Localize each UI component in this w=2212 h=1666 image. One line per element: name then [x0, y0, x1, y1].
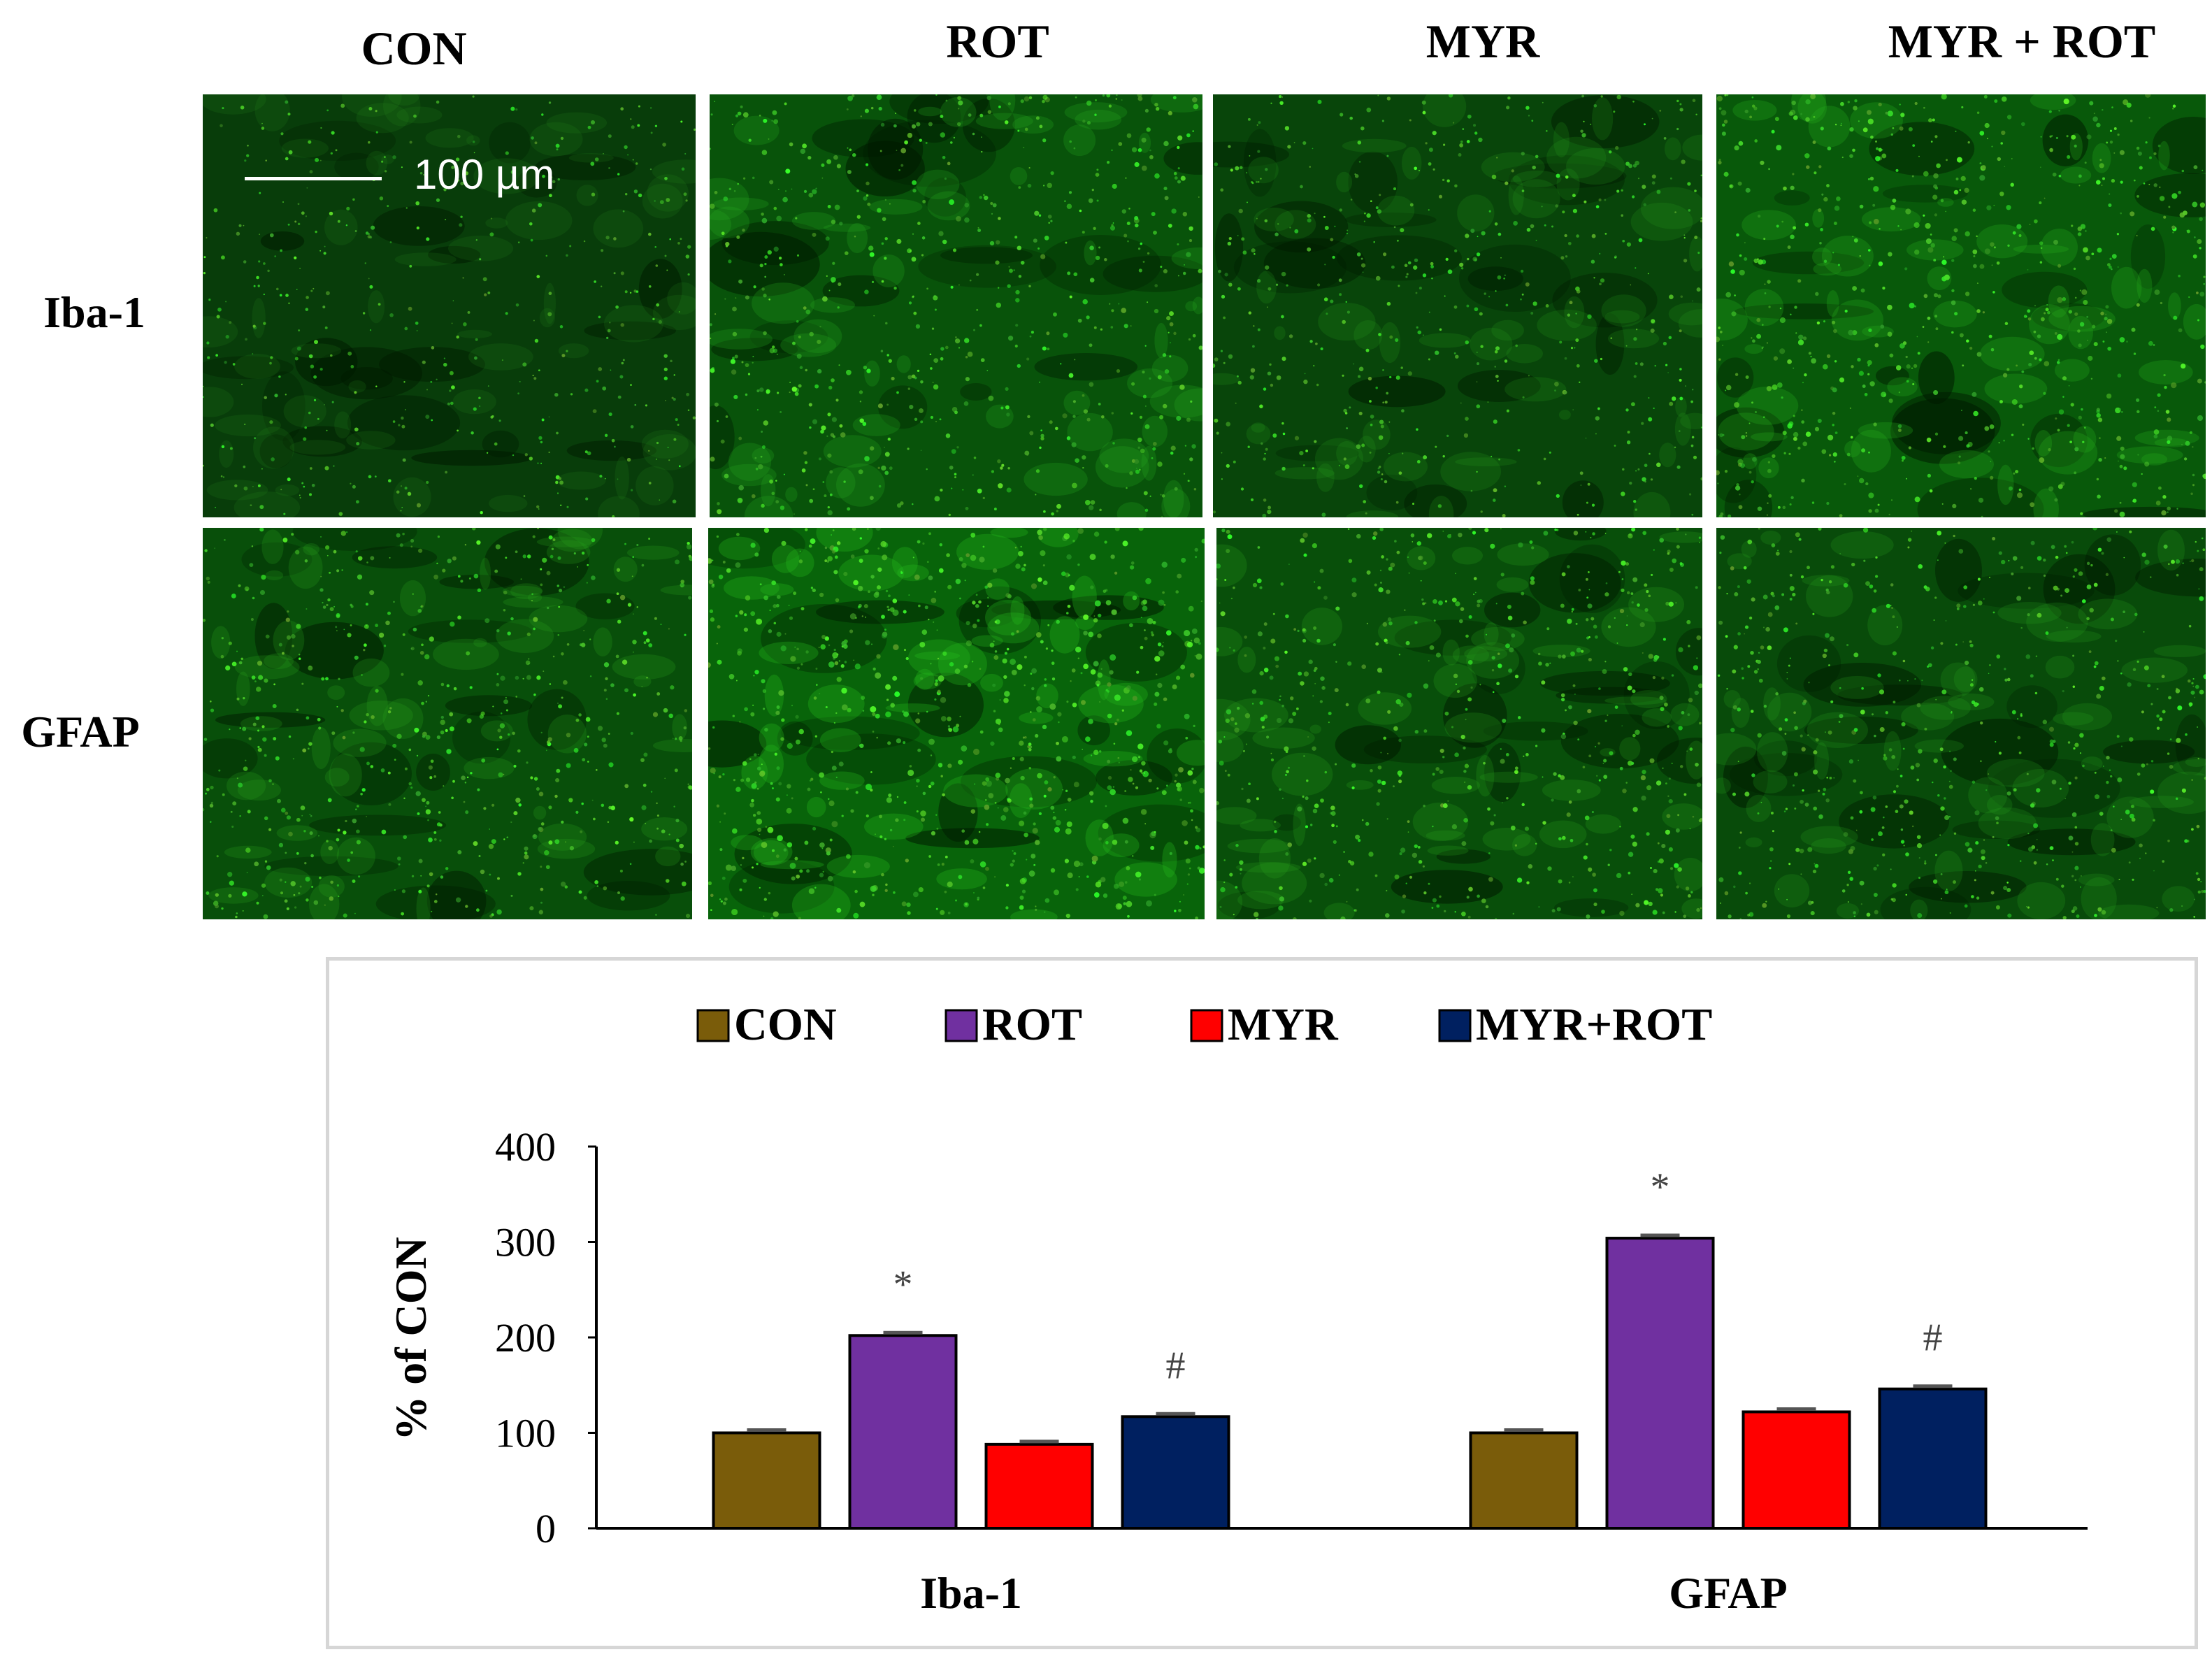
micrograph-iba1-rot [710, 94, 1202, 517]
bar-gfap-2 [1741, 1410, 1851, 1530]
bar-chart: CON ROT MYR MYR+ROT 0 100 200 300 400 % of CON * # I… [386, 999, 2088, 1618]
micrograph-gfap-rot [708, 528, 1205, 919]
column-header-rot: ROT [946, 15, 1049, 68]
x-tick-label-0: Iba-1 [920, 1568, 1022, 1618]
legend-label-0: CON [734, 999, 837, 1050]
micrograph-gfap-myr-rot [1716, 528, 2206, 919]
bar-gfap-1 [1605, 1237, 1715, 1530]
micrograph-gfap-con [203, 528, 692, 919]
legend-label-3: MYR+ROT [1476, 999, 1712, 1050]
row-header-gfap: GFAP [21, 707, 140, 756]
micrograph-iba1-myr-rot [1716, 94, 2206, 517]
micrograph-gfap-myr [1216, 528, 1702, 919]
annotation-iba-1-1: * [893, 1263, 913, 1306]
legend-label-1: ROT [982, 999, 1082, 1050]
legend-swatch-2 [1190, 1009, 1223, 1042]
y-tick-label-1: 100 [495, 1411, 556, 1456]
annotation-iba-1-3: # [1166, 1344, 1186, 1387]
bar-iba-1-2 [984, 1442, 1094, 1530]
column-header-con: CON [361, 22, 467, 75]
legend-label-2: MYR [1228, 999, 1339, 1050]
legend-swatch-1 [945, 1009, 978, 1042]
x-tick-label-1: GFAP [1669, 1568, 1787, 1618]
chart-panel: CON ROT MYR MYR+ROT 0 100 200 300 400 % of CON * # I… [326, 957, 2198, 1649]
bar-gfap-0 [1469, 1431, 1579, 1530]
micrograph-iba1-myr [1213, 94, 1702, 517]
column-header-myr: MYR [1425, 15, 1540, 68]
annotation-gfap-1: * [1651, 1165, 1670, 1209]
column-header-myr-rot: MYR + ROT [1888, 15, 2156, 68]
legend-swatch-3 [1438, 1009, 1472, 1042]
y-tick-label-3: 300 [495, 1220, 556, 1265]
y-tick-label-4: 400 [495, 1124, 556, 1170]
row-header-iba1: Iba-1 [43, 287, 145, 337]
legend-swatch-0 [696, 1009, 730, 1042]
scale-bar [245, 177, 382, 180]
y-axis-label: % of CON [386, 1237, 436, 1441]
scale-bar-label: 100 µm [414, 151, 555, 198]
bar-iba-1-3 [1121, 1415, 1230, 1530]
y-tick-label-0: 0 [536, 1506, 556, 1551]
bar-iba-1-1 [848, 1334, 958, 1530]
y-tick-label-2: 200 [495, 1315, 556, 1360]
bar-gfap-3 [1878, 1387, 1988, 1530]
annotation-gfap-3: # [1923, 1316, 1943, 1360]
micrograph-iba1-con [203, 94, 696, 517]
bar-iba-1-0 [712, 1431, 821, 1530]
